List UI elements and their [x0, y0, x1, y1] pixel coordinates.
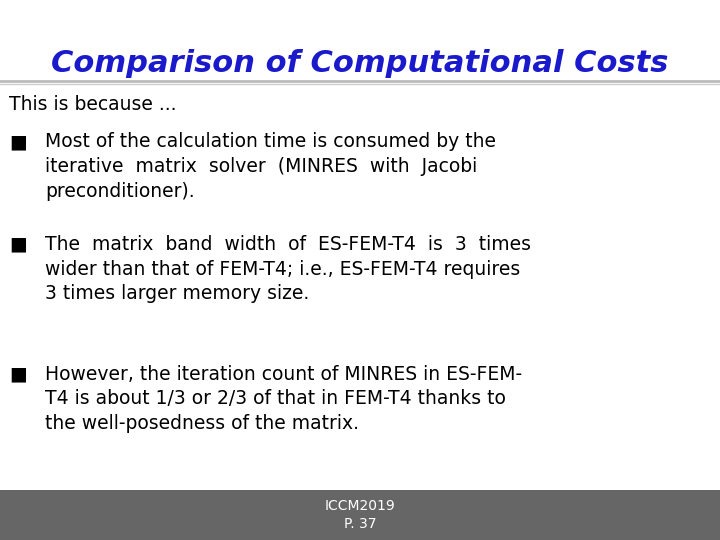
Text: Most of the calculation time is consumed by the
iterative  matrix  solver  (MINR: Most of the calculation time is consumed… [45, 132, 496, 201]
FancyBboxPatch shape [0, 490, 720, 540]
Text: ICCM2019
P. 37: ICCM2019 P. 37 [325, 499, 395, 531]
Text: ■: ■ [9, 235, 27, 254]
Text: The  matrix  band  width  of  ES-FEM-T4  is  3  times
wider than that of FEM-T4;: The matrix band width of ES-FEM-T4 is 3 … [45, 235, 531, 303]
Text: ■: ■ [9, 132, 27, 151]
Text: ■: ■ [9, 364, 27, 383]
Text: Comparison of Computational Costs: Comparison of Computational Costs [51, 49, 669, 78]
Text: However, the iteration count of MINRES in ES-FEM-
T4 is about 1/3 or 2/3 of that: However, the iteration count of MINRES i… [45, 364, 523, 433]
Text: This is because ...: This is because ... [9, 94, 177, 113]
